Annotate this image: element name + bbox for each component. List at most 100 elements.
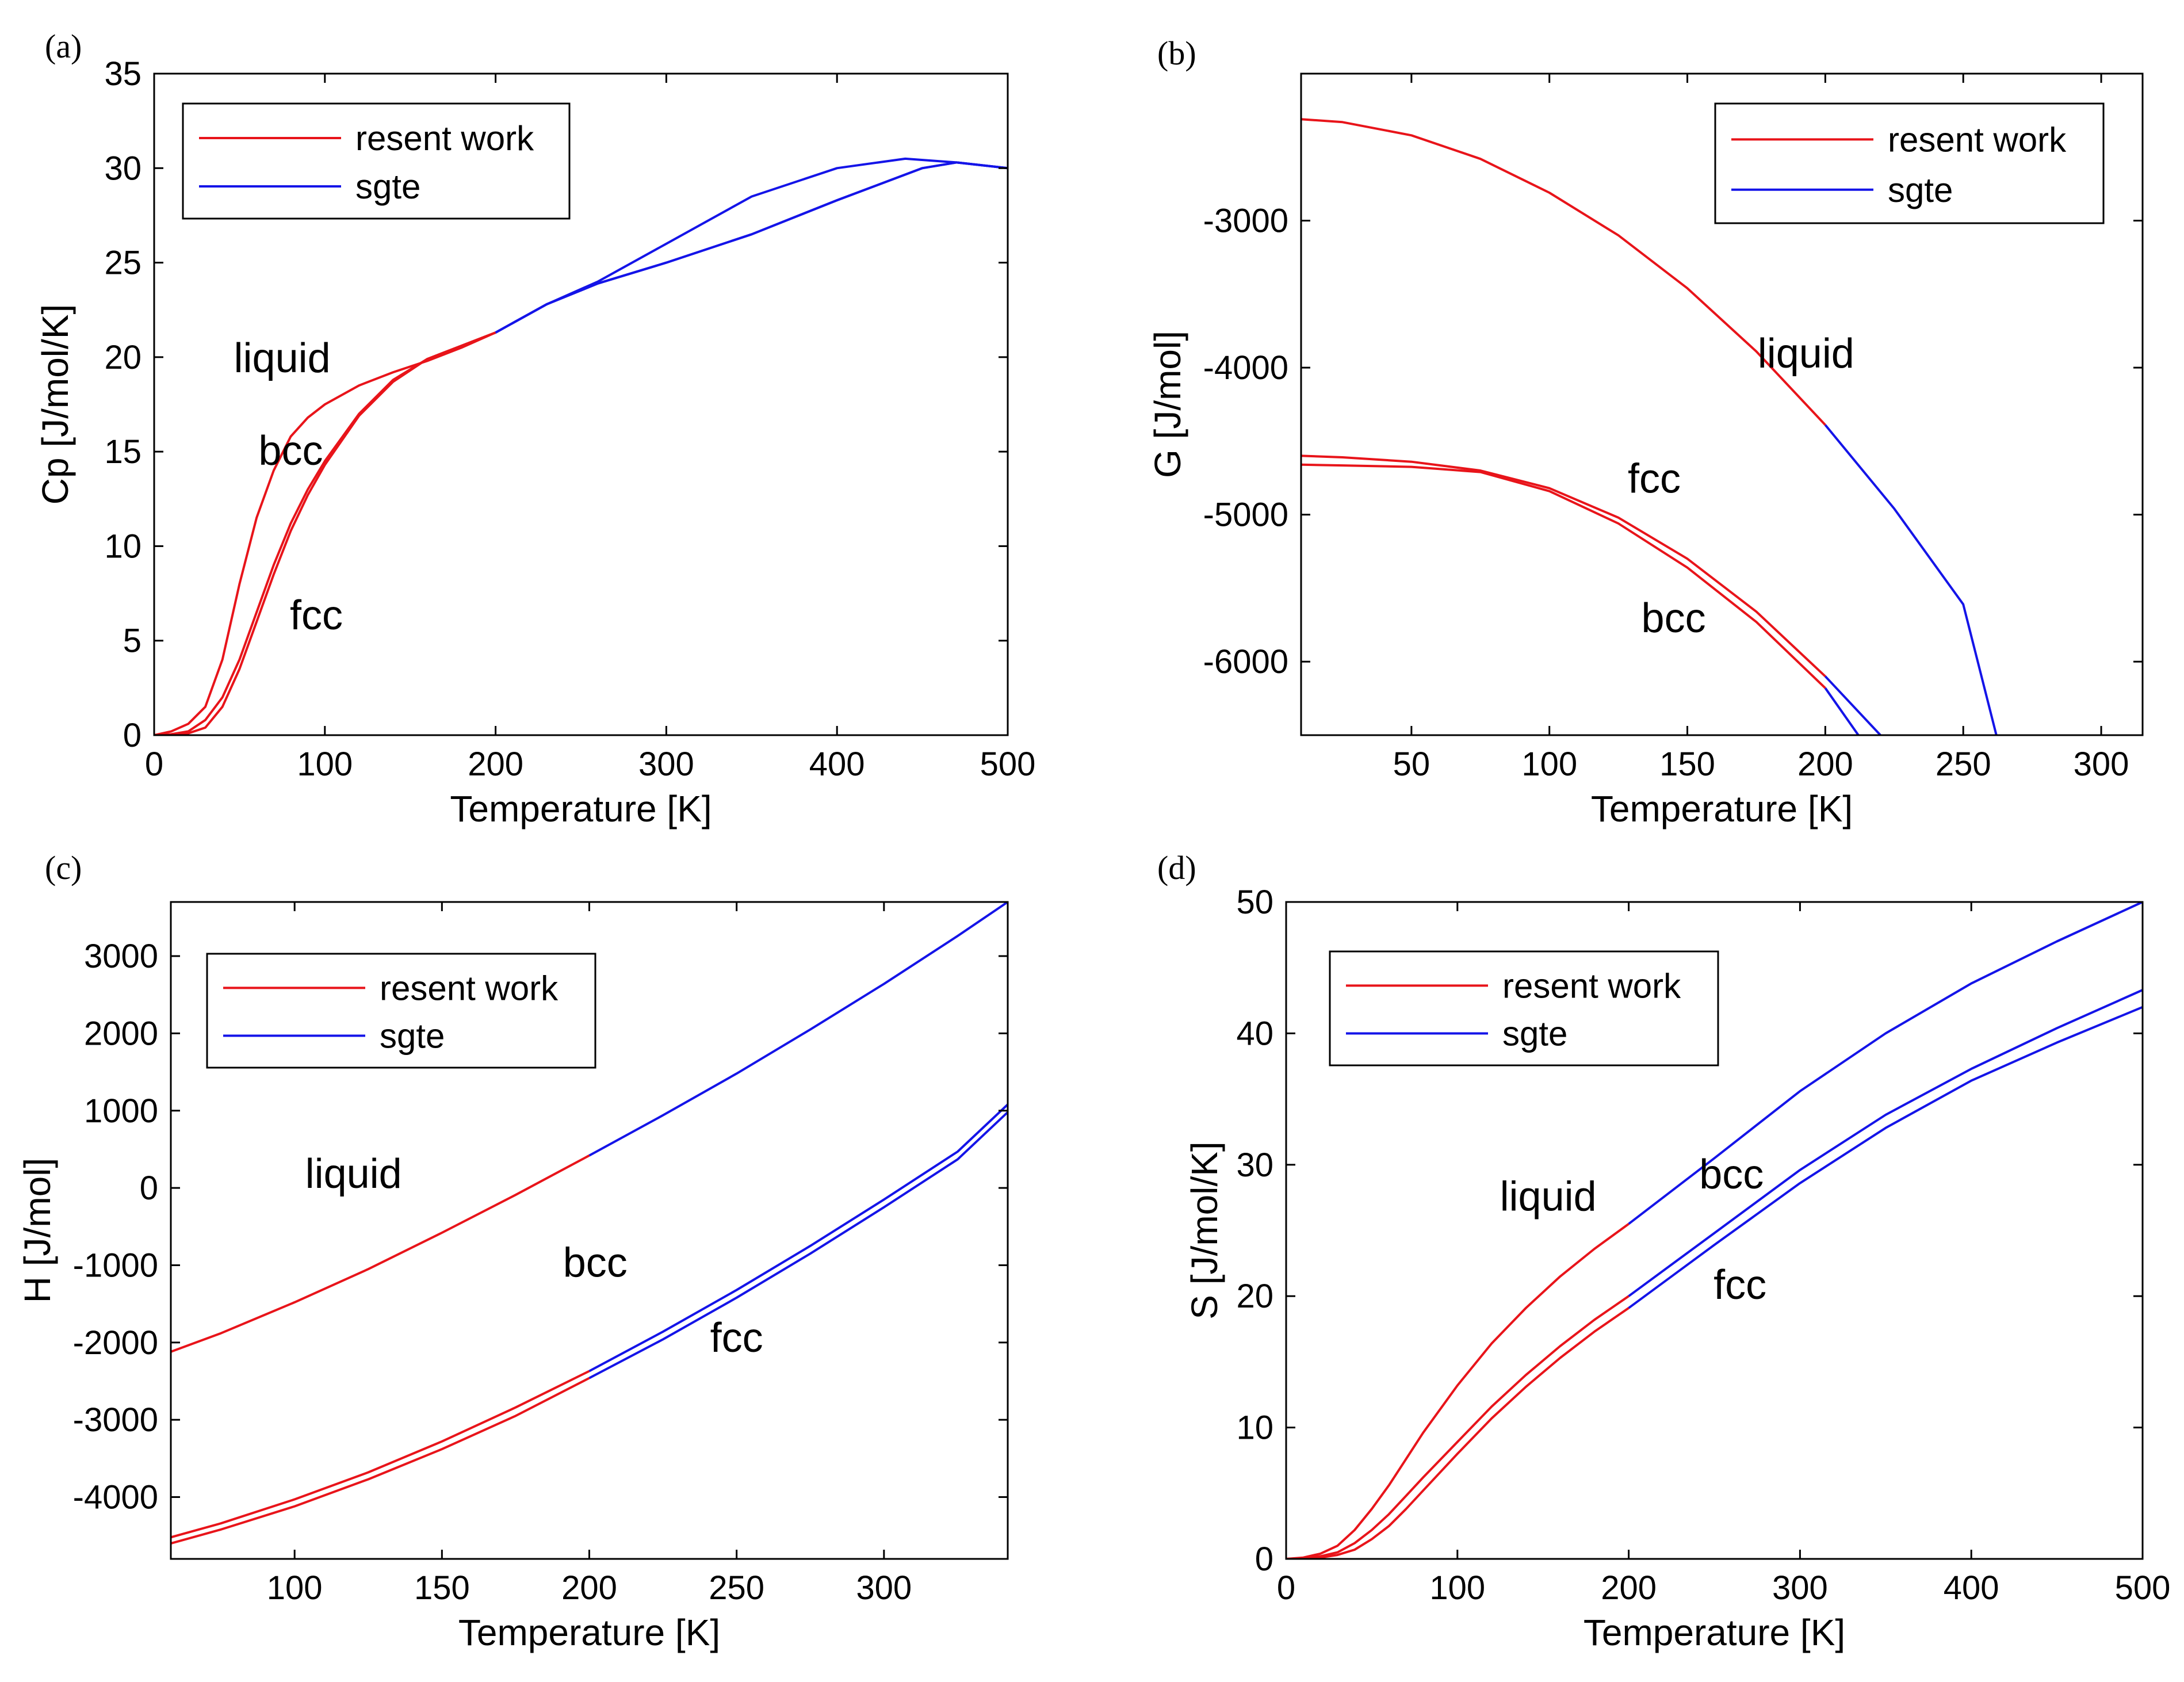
annotation-bcc: bcc: [258, 428, 323, 474]
y-axis-label: S [J/mol/K]: [1184, 1141, 1225, 1319]
y-tick-label: -6000: [1203, 643, 1288, 681]
axes-frame: [153, 72, 1009, 736]
x-axis-label: Temperature [K]: [450, 788, 712, 829]
y-axis-label: G [J/mol]: [1147, 331, 1188, 478]
series-line-bcc-sgte: [588, 1103, 1008, 1373]
legend-label-sgte: sgte: [1502, 1015, 1567, 1053]
series-line-fcc-sgte: [1628, 1006, 2143, 1309]
annotation-liquid: liquid: [305, 1151, 402, 1197]
y-tick-label: 30: [104, 150, 141, 187]
series-line-liquid-sgte: [588, 902, 1008, 1157]
y-tick-label: 20: [104, 339, 141, 376]
legend-label-sgte: sgte: [355, 167, 420, 206]
legend-box: [206, 953, 596, 1069]
y-tick-label: 30: [1236, 1146, 1273, 1184]
x-tick-label: 200: [1797, 746, 1853, 783]
x-tick-label: 200: [468, 746, 523, 783]
y-tick-label: 10: [104, 527, 141, 565]
series-line-liquid-present: [1301, 118, 1826, 426]
x-tick-label: 400: [1944, 1569, 1999, 1607]
x-tick-label: 300: [2074, 746, 2129, 783]
legend-label-present: resent work: [355, 119, 534, 158]
y-tick-label: -4000: [1203, 349, 1288, 387]
series-line-bcc-present: [171, 1370, 590, 1539]
series-line-liquid-sgte: [1628, 902, 2143, 1225]
panel-label: (a): [45, 28, 82, 65]
y-tick-label: 5: [123, 622, 141, 660]
legend-label-present: resent work: [1888, 120, 2067, 159]
y-tick-label: -1000: [73, 1247, 158, 1284]
y-tick-label: 20: [1236, 1278, 1273, 1315]
y-tick-label: 0: [140, 1169, 158, 1207]
series-line-liquid-sgte: [495, 157, 1008, 334]
legend-label-present: resent work: [1502, 966, 1681, 1005]
panel-label: (c): [45, 849, 82, 886]
annotation-bcc: bcc: [563, 1240, 628, 1286]
series-line-liquid-present: [171, 1154, 590, 1353]
y-tick-label: 50: [1236, 884, 1273, 921]
panel-b-gibbs-chart: (b) 50 100 150 200 250 300 -6000 -5000 -4000 -3000…: [1147, 35, 2144, 829]
legend: resent work sgte: [1714, 102, 2105, 224]
y-tick-label: -3000: [1203, 202, 1288, 240]
axes-frame: [1285, 901, 2144, 1560]
x-tick-label: 100: [1429, 1569, 1485, 1607]
x-tick-label: 250: [1936, 746, 1991, 783]
x-axis-label: Temperature [K]: [1591, 788, 1853, 829]
series-line-liquid-present: [154, 331, 496, 735]
x-tick-label: 150: [414, 1569, 470, 1607]
y-tick-label: 10: [1236, 1409, 1273, 1447]
y-axis-label: H [J/mol]: [17, 1158, 58, 1303]
x-tick-label: 100: [267, 1569, 323, 1607]
annotation-bcc: bcc: [1642, 595, 1706, 641]
legend-box: [1714, 102, 2105, 224]
series-line-bcc-present: [1301, 463, 1826, 689]
x-tick-label: 500: [2115, 1569, 2171, 1607]
y-tick-label: -4000: [73, 1479, 158, 1516]
x-tick-label: 500: [980, 746, 1036, 783]
x-axis-label: Temperature [K]: [1584, 1612, 1845, 1653]
annotation-fcc: fcc: [1713, 1262, 1766, 1308]
series-line-fcc-sgte: [495, 161, 1008, 334]
x-tick-label: 0: [1277, 1569, 1295, 1607]
series-line-bcc-sgte: [1628, 989, 2143, 1297]
y-tick-label: 15: [104, 433, 141, 471]
series-line-fcc-present: [171, 1377, 590, 1545]
annotation-fcc: fcc: [710, 1315, 763, 1361]
series-line-bcc-sgte: [495, 161, 1008, 334]
series-line-liquid-sgte: [1824, 424, 1998, 735]
legend-box: [1329, 950, 1719, 1066]
series-line-fcc-present: [154, 331, 496, 735]
legend: resent work sgte: [1329, 950, 1719, 1066]
x-tick-label: 100: [1521, 746, 1577, 783]
legend-box: [182, 102, 571, 220]
x-tick-label: 300: [1772, 1569, 1828, 1607]
y-tick-label: -2000: [73, 1324, 158, 1362]
legend: resent work sgte: [182, 102, 571, 220]
series-line-bcc-present: [154, 331, 496, 735]
series-line-fcc-sgte: [1824, 675, 1881, 735]
x-axis-label: Temperature [K]: [458, 1612, 720, 1653]
annotation-fcc: fcc: [1628, 456, 1681, 502]
legend-label-sgte: sgte: [380, 1017, 445, 1056]
y-axis-label: Cp [J/mol/K]: [35, 304, 76, 505]
series-line-fcc-present: [1301, 454, 1826, 678]
x-tick-label: 250: [709, 1569, 764, 1607]
series-line-liquid-present: [1286, 1222, 1630, 1559]
y-tick-label: 35: [104, 55, 141, 93]
series-line-bcc-sgte: [1824, 687, 1860, 735]
y-tick-label: 25: [104, 244, 141, 282]
y-tick-label: -5000: [1203, 496, 1288, 534]
y-tick-label: 2000: [84, 1015, 158, 1052]
x-tick-label: 300: [638, 746, 694, 783]
y-tick-label: 0: [123, 717, 141, 754]
legend-label-present: resent work: [380, 969, 559, 1007]
x-tick-label: 200: [561, 1569, 617, 1607]
x-tick-label: 300: [856, 1569, 912, 1607]
legend: resent work sgte: [206, 953, 596, 1069]
panel-label: (b): [1157, 35, 1196, 72]
y-tick-label: 3000: [84, 938, 158, 975]
panel-label: (d): [1157, 849, 1196, 886]
axes-frame: [1300, 72, 2144, 736]
y-tick-label: 40: [1236, 1015, 1273, 1052]
